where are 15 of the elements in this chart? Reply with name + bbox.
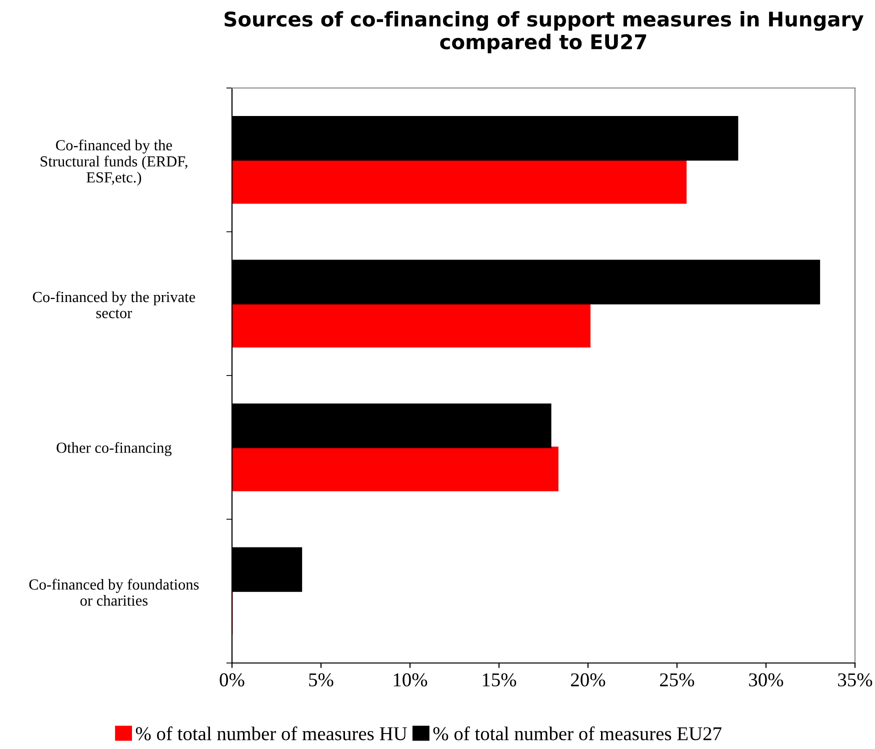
y-tick-label: Co-financed by foundations or charities — [29, 578, 199, 606]
chart-title: Sources of co-financing of support measures in Hungary compared to EU27 — [224, 11, 864, 54]
y-tick-label: Co-financed by the private sector — [32, 291, 196, 318]
x-tick-label: 20% — [571, 673, 606, 686]
x-tick-label: 0% — [220, 673, 244, 686]
y-tick-label: Co-financed by the Structural funds (ERDF, ESF,etc.) — [40, 139, 188, 186]
x-tick-label: 30% — [749, 673, 784, 686]
legend-label: % of total number of measures EU27 — [433, 726, 722, 740]
y-tick-label: Other co-financing — [56, 442, 172, 456]
x-tick-label: 5% — [309, 673, 334, 686]
x-tick-label: 35% — [838, 673, 872, 686]
legend-label: % of total number of measures HU — [136, 726, 407, 740]
x-tick-label: 25% — [660, 673, 694, 686]
x-tick-label: 10% — [394, 673, 428, 686]
x-tick-label: 15% — [482, 673, 516, 686]
